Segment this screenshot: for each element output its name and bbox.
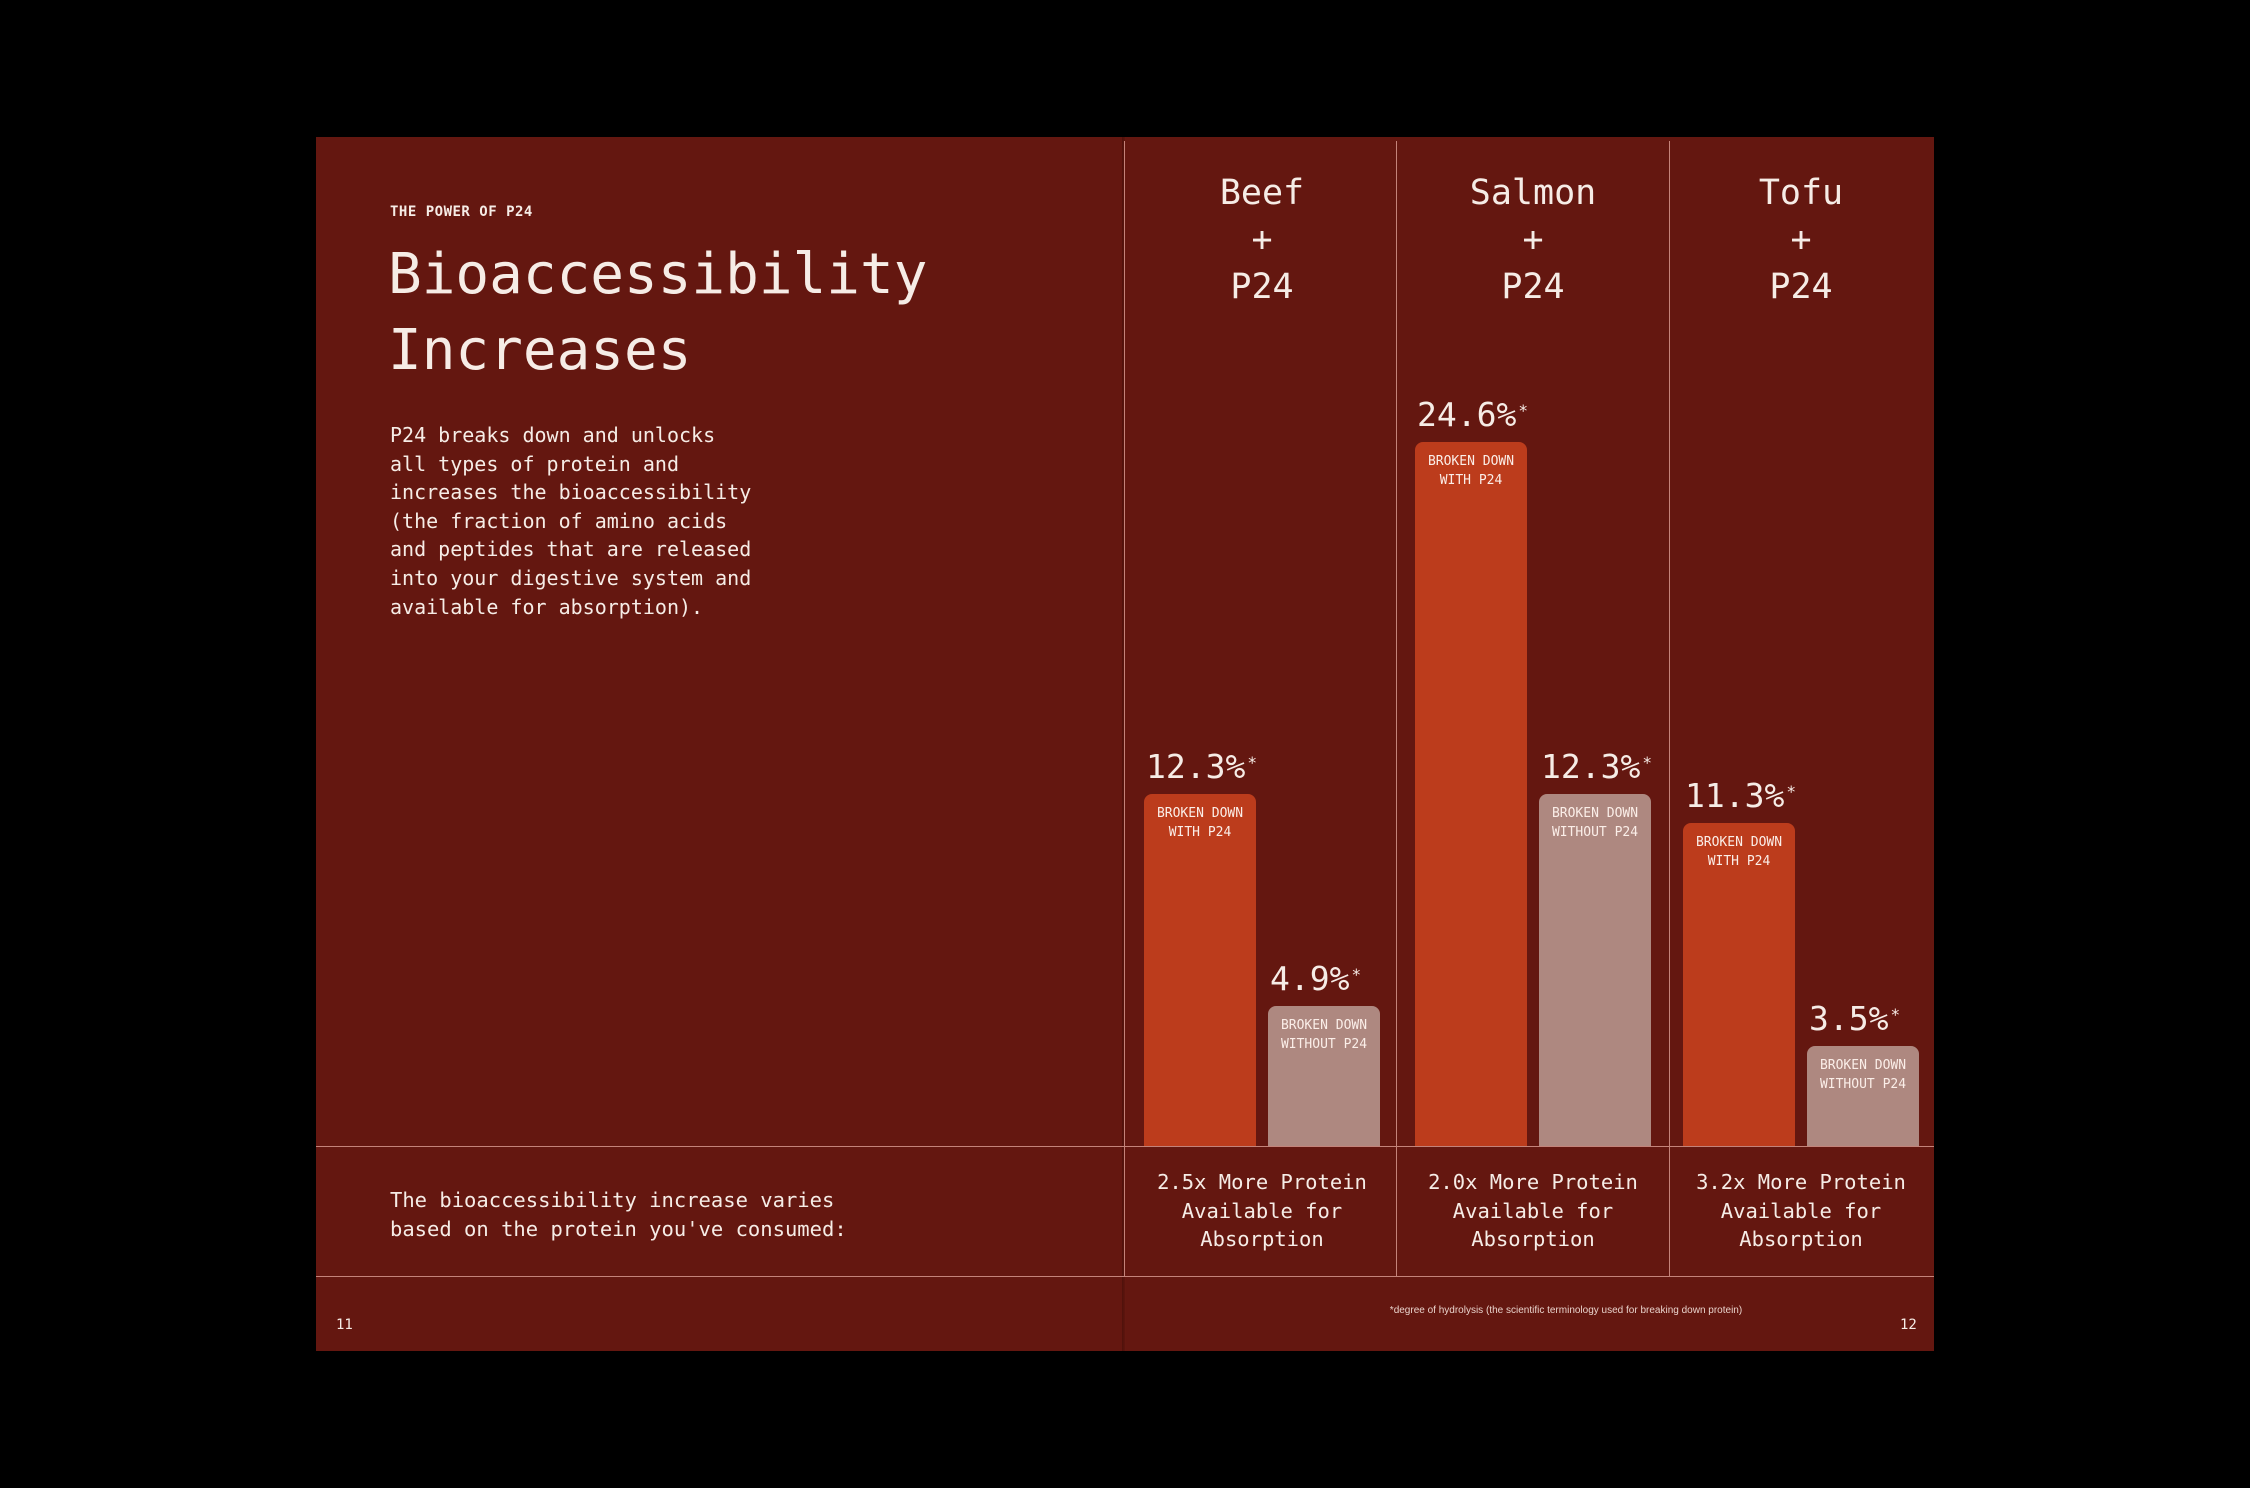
varies-line: The bioaccessibility increase varies [390,1188,835,1212]
bar-with-p24 [1683,822,1795,1146]
category-footer: 2.5x More Protein Available for Absorption [1132,1168,1392,1254]
category-footer-line: 2.0x More Protein [1428,1170,1638,1194]
bar-with-p24 [1415,442,1527,1146]
bar-with-p24 [1144,794,1256,1146]
baseline-rule [316,1146,1934,1147]
value-label: 11.3% * [1685,776,1796,816]
category-header-line: P24 [1501,267,1565,307]
category-footer-line: 2.5x More Protein [1157,1170,1367,1194]
bar-without-p24 [1807,1045,1919,1146]
brochure-spread: THE POWER OF P24 Bioaccessibility Increa… [316,137,1934,1351]
body-line: into your digestive system and [390,565,752,590]
bar-label-line: WITH P24 [1707,853,1771,869]
category-footer-line: Available for [1452,1198,1614,1223]
bar-label: BROKEN DOWN WITHOUT P24 [1268,1016,1380,1054]
title-line: Increases [388,318,692,383]
body-line: (the fraction of amino acids [390,508,728,533]
bar-without-p24 [1539,794,1651,1146]
footer-rule [316,1276,1934,1277]
bar-label-line: BROKEN DOWN [1695,834,1783,850]
value-label: 12.3% * [1146,747,1257,787]
category-header-line: + [1522,220,1544,260]
varies-line: based on the protein you've consumed: [390,1216,847,1241]
bar-label: BROKEN DOWN WITH P24 [1683,833,1795,871]
category-header-line: + [1790,220,1812,260]
page-title: Bioaccessibility Increases [388,237,1088,389]
bar-label-line: BROKEN DOWN [1427,454,1515,469]
body-line: increases the bioaccessibility [390,480,752,505]
body-line: available for absorption). [390,594,704,619]
bar-without-p24 [1268,1005,1380,1146]
value-number: 3.5% [1809,998,1889,1038]
eyebrow: THE POWER OF P24 [390,204,533,220]
title-line: Bioaccessibility [388,242,928,307]
bar-label-line: BROKEN DOWN [1280,1017,1368,1033]
bar-label: BROKEN DOWN WITH P24 [1144,804,1256,842]
value-label: 24.6% * [1417,395,1528,435]
page-number-right: 12 [1900,1317,1917,1333]
bar-label-line: BROKEN DOWN [1156,806,1244,821]
column-divider [1124,141,1125,1276]
bar-label-line: WITHOUT P24 [1551,825,1639,840]
bar-label: BROKEN DOWN WITH P24 [1415,452,1527,490]
value-marker: * [1890,1004,1901,1024]
value-marker: * [1351,964,1362,984]
bar-label: BROKEN DOWN WITHOUT P24 [1807,1056,1919,1094]
value-label: 4.9% * [1270,959,1361,999]
value-marker: * [1786,781,1796,801]
category-footer-line: Absorption [1739,1227,1863,1252]
body-line: all types of protein and [390,451,679,476]
value-number: 4.9% [1270,958,1350,998]
value-number: 24.6% [1417,395,1517,434]
page-number-left: 11 [336,1317,353,1333]
bar-label-line: WITHOUT P24 [1280,1036,1368,1052]
varies-text: The bioaccessibility increase varies bas… [390,1186,910,1243]
category-header-line: P24 [1230,267,1294,307]
column-divider [1669,141,1670,1276]
category-header-line: Tofu [1758,173,1844,213]
value-marker: * [1247,753,1257,772]
value-marker: * [1518,401,1528,420]
value-number: 12.3% [1146,747,1246,786]
bar-label-line: WITH P24 [1168,825,1232,840]
category-header-line: Beef [1219,173,1305,213]
value-number: 11.3% [1685,775,1785,815]
category-footer-line: 3.2x More Protein [1696,1170,1906,1194]
category-header: Salmon + P24 [1413,170,1653,311]
body-text: P24 breaks down and unlocks all types of… [390,421,790,621]
column-divider [1396,141,1397,1276]
category-header-line: Salmon [1469,173,1597,213]
bar-label-line: BROKEN DOWN [1819,1057,1907,1073]
bar-label-line: BROKEN DOWN [1551,806,1639,821]
body-line: and peptides that are released [390,537,752,562]
category-header: Tofu + P24 [1681,170,1921,311]
bar-label-line: WITH P24 [1439,473,1503,488]
body-line: P24 breaks down and unlocks [390,423,716,447]
value-label: 3.5% * [1809,999,1900,1039]
value-label: 12.3% * [1541,747,1652,787]
category-footer-line: Absorption [1200,1227,1324,1252]
category-header: Beef + P24 [1142,170,1382,311]
category-footer: 2.0x More Protein Available for Absorption [1403,1168,1663,1254]
category-header-line: P24 [1769,267,1833,307]
bar-label: BROKEN DOWN WITHOUT P24 [1539,804,1651,842]
value-marker: * [1642,753,1652,772]
category-footer: 3.2x More Protein Available for Absorption [1671,1168,1931,1254]
category-header-line: + [1251,220,1273,260]
footnote: *degree of hydrolysis (the scientific te… [1389,1305,1743,1316]
category-footer-line: Available for [1181,1198,1343,1223]
category-footer-line: Absorption [1471,1227,1595,1252]
bar-label-line: WITHOUT P24 [1819,1076,1907,1092]
category-footer-line: Available for [1720,1198,1882,1223]
value-number: 12.3% [1541,747,1641,786]
